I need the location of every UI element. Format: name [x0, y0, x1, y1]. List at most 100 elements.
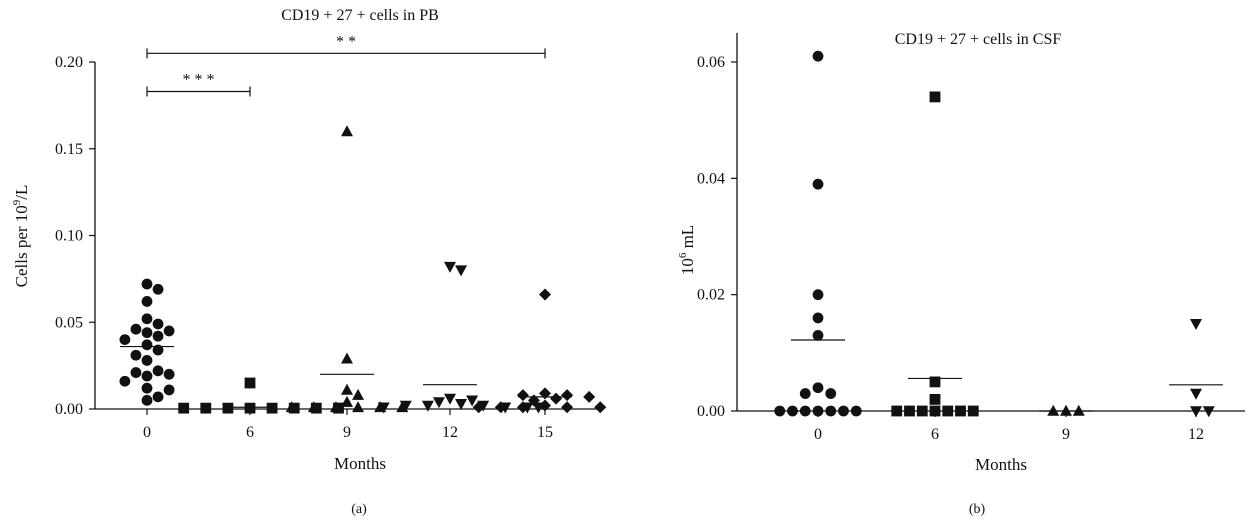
- b-point-circle: [812, 329, 824, 341]
- b-point-triangle-up: [1072, 404, 1085, 416]
- b-ytick-label: 0.04: [697, 170, 725, 187]
- a-point-circle: [130, 367, 142, 378]
- b-point-square: [955, 405, 966, 417]
- a-point-triangle-down: [432, 397, 445, 409]
- a-point-triangle-up: [329, 401, 342, 413]
- b-point-circle: [812, 405, 824, 417]
- a-point-triangle-down: [466, 395, 479, 407]
- b-point-square: [929, 376, 941, 388]
- a-point-triangle-down: [377, 402, 390, 414]
- a-point-diamond: [539, 288, 551, 301]
- a-point-triangle-up: [307, 401, 320, 413]
- b-point-circle: [825, 388, 837, 399]
- b-point-square: [904, 405, 915, 417]
- b-point-triangle-up: [1047, 404, 1060, 416]
- b-point-circle: [850, 405, 862, 417]
- a-point-circle: [119, 334, 131, 345]
- a-point-triangle-down: [421, 400, 434, 412]
- a-ytick-label: 0.20: [55, 54, 83, 71]
- a-ytick-label: 0.00: [55, 401, 83, 418]
- a-significance-bracket: * * *: [146, 71, 251, 97]
- panel-b-ylabel: 106 mL: [677, 225, 697, 275]
- b-point-square: [967, 405, 979, 417]
- a-point-circle: [163, 384, 175, 396]
- a-point-diamond: [561, 389, 574, 402]
- a-point-triangle-up: [352, 401, 365, 413]
- a-point-diamond: [539, 387, 551, 400]
- a-point-circle: [152, 283, 164, 295]
- panel-b-chart: CD19 + 27 + cells in CSF 0.000.020.040.0…: [677, 31, 1245, 517]
- a-point-triangle-down: [444, 393, 456, 405]
- a-point-triangle-up: [352, 388, 365, 400]
- b-xtick-label: 12: [1188, 426, 1204, 443]
- b-point-triangle-down: [1190, 388, 1202, 400]
- a-xtick-label: 0: [143, 424, 151, 441]
- panel-a-plot-area: 0.00 0.05 0.10 0.15 0.20 0 6 9 12 15 * * * * *: [55, 33, 607, 441]
- a-xtick-label: 9: [343, 424, 351, 441]
- a-point-circle: [141, 327, 153, 339]
- panel-a-label: (a): [351, 502, 367, 517]
- panel-a-ylabel-sup: 9: [11, 199, 23, 205]
- a-ytick-label: 0.10: [55, 228, 83, 245]
- a-point-triangle-down: [444, 261, 456, 273]
- panel-b-title: CD19 + 27 + cells in CSF: [895, 31, 1062, 48]
- a-point-diamond: [494, 401, 507, 414]
- b-series-month-6: [891, 91, 979, 417]
- b-point-circle: [799, 388, 811, 399]
- a-point-square: [244, 402, 256, 414]
- b-point-circle: [812, 382, 824, 394]
- b-point-triangle-down: [1190, 318, 1202, 330]
- b-xtick-label: 0: [814, 426, 822, 443]
- a-point-circle: [141, 278, 153, 290]
- a-point-square: [266, 402, 278, 414]
- a-point-square: [222, 402, 234, 414]
- a-ytick-label: 0.15: [55, 141, 83, 158]
- a-point-diamond: [561, 401, 574, 414]
- b-point-triangle-down: [1202, 406, 1215, 418]
- b-ytick-label: 0.06: [697, 54, 725, 71]
- a-point-circle: [141, 382, 153, 394]
- a-point-circle: [130, 323, 142, 335]
- a-point-square: [244, 377, 256, 389]
- b-point-square: [891, 405, 903, 417]
- b-point-square: [916, 405, 928, 417]
- b-point-circle: [812, 178, 824, 190]
- a-ytick-label: 0.05: [55, 314, 83, 331]
- a-point-diamond: [516, 401, 529, 414]
- panel-a-title: CD19 + 27 + cells in PB: [281, 7, 439, 24]
- a-point-triangle-down: [455, 398, 468, 410]
- b-point-square: [942, 405, 954, 417]
- panel-a-xlabel: Months: [334, 454, 386, 473]
- a-point-diamond: [472, 401, 485, 414]
- b-point-circle: [799, 405, 811, 417]
- a-point-circle: [163, 368, 175, 380]
- b-ytick-label: 0.00: [697, 403, 725, 420]
- b-point-square: [929, 405, 941, 417]
- a-point-circle: [152, 318, 164, 330]
- panel-b-plot-area: 0.00 0.02 0.04 0.06 0 6 9 12: [697, 32, 1245, 443]
- a-point-triangle-up: [341, 383, 353, 395]
- a-point-circle: [141, 394, 153, 406]
- a-point-diamond: [539, 399, 551, 412]
- panel-b-ylabel-tail: mL: [678, 225, 697, 253]
- a-point-circle: [163, 325, 175, 337]
- b-point-circle: [787, 405, 798, 417]
- a-series-month-12: [377, 261, 545, 414]
- panel-b-xlabel: Months: [975, 455, 1027, 474]
- panel-a-ylabel: Cells per 109/L: [11, 185, 31, 288]
- b-point-circle: [812, 312, 824, 324]
- b-series-month-9: [1039, 404, 1093, 416]
- a-point-diamond: [583, 390, 596, 403]
- a-point-circle: [141, 339, 153, 351]
- a-point-circle: [152, 344, 164, 356]
- b-point-triangle-down: [1190, 406, 1202, 418]
- panel-b-ylabel-main: 10: [678, 258, 697, 275]
- a-point-diamond: [550, 392, 563, 405]
- panel-b-ylabel-sup: 6: [677, 252, 689, 258]
- panel-a-ylabel-tail: /L: [12, 185, 31, 200]
- a-point-triangle-down: [455, 265, 468, 277]
- a-series-month-9: [285, 125, 409, 413]
- panel-a-ylabel-main: Cells per 10: [12, 205, 31, 287]
- a-point-circle: [141, 296, 153, 307]
